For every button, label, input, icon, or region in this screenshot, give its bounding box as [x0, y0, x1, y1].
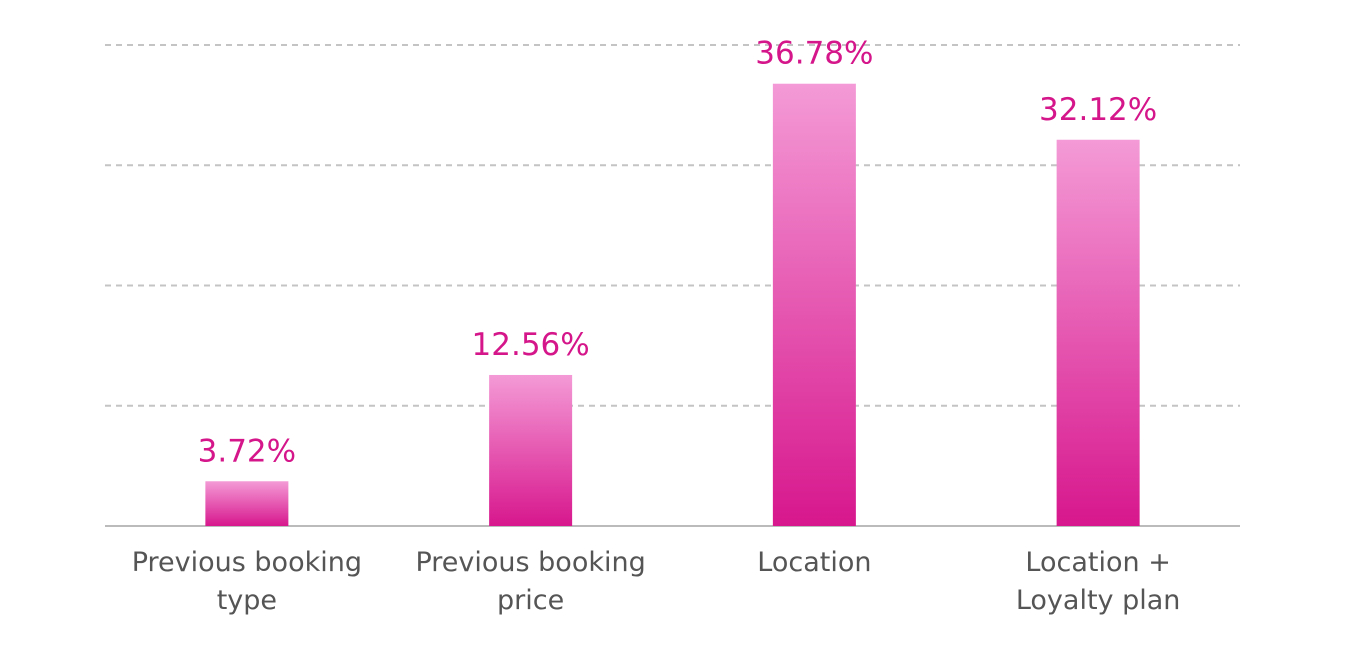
x-tick-label: Previous booking type — [131, 547, 362, 616]
bar — [489, 374, 573, 526]
x-tick-label: Location — [757, 547, 872, 578]
bar — [1056, 139, 1140, 526]
value-label: 36.78% — [755, 36, 873, 72]
value-label: 12.56% — [472, 327, 590, 363]
value-label: 32.12% — [1039, 92, 1157, 128]
bar — [772, 83, 856, 527]
x-tick-label: Location + Loyalty plan — [1015, 547, 1181, 616]
bar — [205, 481, 289, 526]
value-label: 3.72% — [198, 433, 296, 469]
x-tick-label: Previous booking price — [415, 547, 646, 616]
